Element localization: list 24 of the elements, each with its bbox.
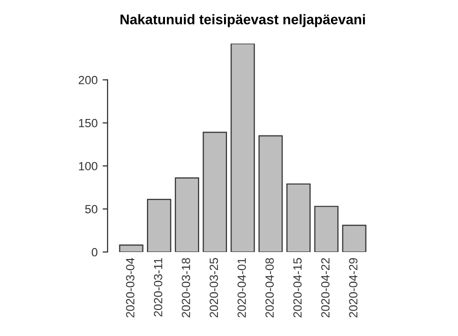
bar bbox=[174, 177, 200, 252]
x-tick-label: 2020-03-04 bbox=[126, 258, 134, 318]
bar bbox=[258, 135, 283, 252]
bar bbox=[202, 132, 227, 252]
bar bbox=[146, 198, 172, 252]
x-tick-label: 2020-03-11 bbox=[154, 258, 162, 316]
x-tick-label: 2020-04-29 bbox=[349, 258, 358, 318]
x-tick-label: 2020-04-08 bbox=[265, 258, 274, 318]
x-tick-label: 2020-04-15 bbox=[293, 258, 302, 318]
x-tick-label: 2020-04-01 bbox=[238, 258, 246, 318]
bar bbox=[119, 244, 144, 252]
x-tick-label: 2020-03-18 bbox=[182, 258, 190, 318]
y-tick-label: 0 bbox=[92, 248, 98, 256]
x-tick-label: 2020-03-25 bbox=[210, 258, 218, 318]
bar bbox=[286, 183, 311, 252]
y-tick-label: 50 bbox=[85, 204, 98, 214]
y-tick-label: 200 bbox=[78, 76, 98, 84]
bar bbox=[342, 224, 366, 252]
bar bbox=[314, 206, 338, 252]
x-tick-label: 2020-04-22 bbox=[321, 258, 330, 318]
y-tick-label: 150 bbox=[79, 118, 98, 128]
bar bbox=[230, 44, 255, 252]
y-tick-label: 100 bbox=[79, 162, 98, 170]
chart-title: Nakatunuid teisipäevast neljapäevani bbox=[120, 14, 365, 28]
